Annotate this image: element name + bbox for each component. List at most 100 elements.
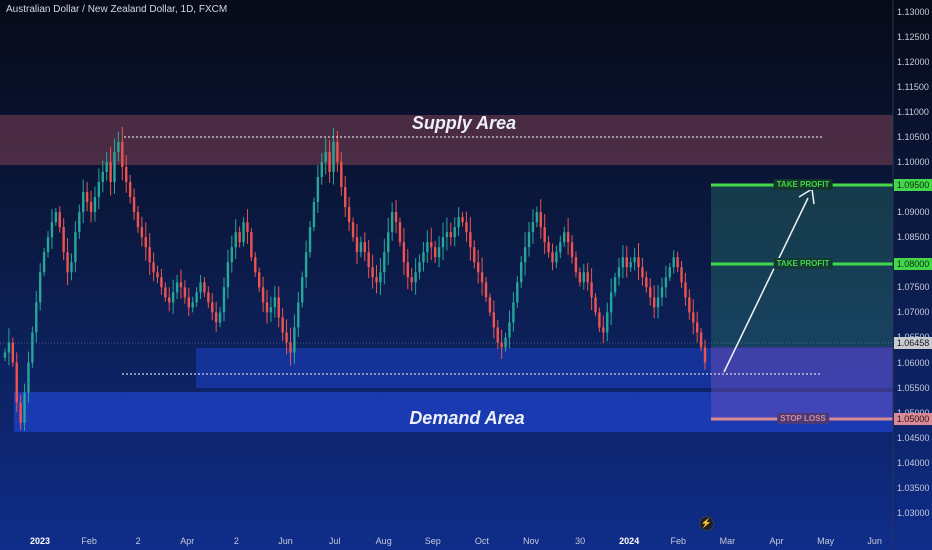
- x-tick-label: Mar: [719, 536, 736, 546]
- candle-body: [265, 302, 269, 313]
- candle-body: [11, 342, 15, 363]
- candle-body: [390, 212, 394, 233]
- candle-body: [222, 287, 226, 313]
- candle-body: [394, 212, 398, 223]
- zones-layer: [0, 115, 893, 432]
- candle-body: [375, 277, 378, 283]
- candle-body: [484, 282, 488, 298]
- candle-body: [527, 232, 531, 248]
- candle-body: [136, 212, 140, 228]
- y-tick-label: 1.11000: [897, 106, 929, 117]
- candle-body: [109, 161, 112, 183]
- candle-body: [469, 232, 472, 248]
- candle-body: [461, 217, 464, 223]
- candle-body: [332, 141, 335, 172]
- demand-zone: [14, 392, 893, 432]
- y-tick-label: 1.09000: [897, 207, 930, 218]
- supply-area-label: Supply Area: [411, 113, 517, 133]
- candle-body: [535, 212, 539, 223]
- candle-body: [504, 337, 507, 348]
- candle-body: [316, 177, 320, 203]
- y-tick-label: 1.07000: [897, 307, 930, 318]
- supply-zone: [0, 115, 893, 165]
- candle-body: [465, 222, 468, 233]
- candle-body: [50, 222, 54, 238]
- candle-body: [578, 272, 582, 283]
- candle-body: [379, 272, 382, 283]
- candle-body: [97, 182, 101, 198]
- candle-body: [359, 242, 363, 253]
- candle-body: [195, 292, 198, 303]
- candle-body: [476, 262, 480, 273]
- candle-body: [664, 277, 668, 288]
- take-profit-price-tag-1: 1.09500: [894, 179, 932, 191]
- candle-body: [320, 161, 323, 177]
- candle-body: [285, 332, 288, 343]
- candle-body: [500, 342, 503, 348]
- candle-body: [582, 272, 585, 283]
- candle-body: [621, 257, 625, 268]
- take-profit-label-2: TAKE PROFIT: [773, 258, 833, 269]
- x-tick-label: Feb: [670, 536, 687, 546]
- candle-body: [492, 312, 496, 328]
- candle-body: [15, 362, 18, 403]
- candle-body: [688, 297, 691, 313]
- candle-body: [238, 232, 241, 243]
- candle-body: [445, 232, 449, 238]
- y-tick-label: 1.05500: [897, 382, 930, 393]
- candle-body: [570, 242, 574, 258]
- candle-body: [516, 282, 519, 303]
- candle-body: [406, 262, 409, 278]
- y-tick-label: 1.03000: [897, 507, 930, 518]
- x-tick-label: 2024: [619, 536, 640, 546]
- candle-body: [312, 202, 316, 228]
- candle-body: [430, 242, 433, 248]
- candle-body: [101, 171, 104, 183]
- candle-body: [367, 252, 370, 268]
- candle-body: [226, 262, 230, 288]
- candle-body: [613, 277, 617, 293]
- candle-body: [85, 192, 89, 203]
- candle-body: [117, 141, 120, 152]
- candle-body: [531, 222, 535, 233]
- candle-body: [121, 141, 124, 167]
- candle-body: [656, 297, 660, 308]
- candle-body: [633, 257, 636, 263]
- candle-body: [254, 257, 257, 273]
- candle-body: [649, 287, 652, 298]
- x-tick-label: 30: [575, 536, 586, 546]
- candle-body: [273, 297, 277, 308]
- y-tick-label: 1.10500: [897, 131, 930, 142]
- candle-body: [214, 312, 218, 323]
- candle-body: [164, 287, 167, 298]
- candle-body: [156, 272, 159, 278]
- candle-body: [414, 272, 417, 283]
- candle-body: [187, 297, 190, 308]
- x-tick-label: Aug: [375, 536, 392, 546]
- candle-body: [473, 247, 476, 263]
- candle-body: [183, 287, 187, 298]
- candle-body: [590, 282, 593, 298]
- candle-body: [7, 342, 11, 353]
- candle-body: [3, 352, 7, 358]
- tradingview-flash-icon[interactable]: ⚡: [699, 516, 714, 531]
- candle-body: [437, 247, 441, 258]
- candle-body: [19, 402, 22, 423]
- candle-body: [457, 217, 460, 228]
- x-tick-label: Jun: [867, 536, 882, 546]
- x-tick-label: 2: [233, 536, 239, 546]
- candle-body: [586, 272, 589, 283]
- candle-body: [539, 212, 542, 228]
- stop-loss-price-tag: 1.05000: [894, 413, 932, 425]
- candle-body: [46, 237, 50, 253]
- candle-body: [207, 292, 210, 303]
- candle-body: [70, 262, 73, 273]
- y-tick-label: 1.06000: [897, 357, 930, 368]
- candle-body: [203, 282, 206, 293]
- candle-body: [680, 267, 683, 283]
- stop-loss-label: STOP LOSS: [777, 413, 829, 424]
- candle-body: [488, 297, 492, 313]
- candle-body: [520, 262, 523, 283]
